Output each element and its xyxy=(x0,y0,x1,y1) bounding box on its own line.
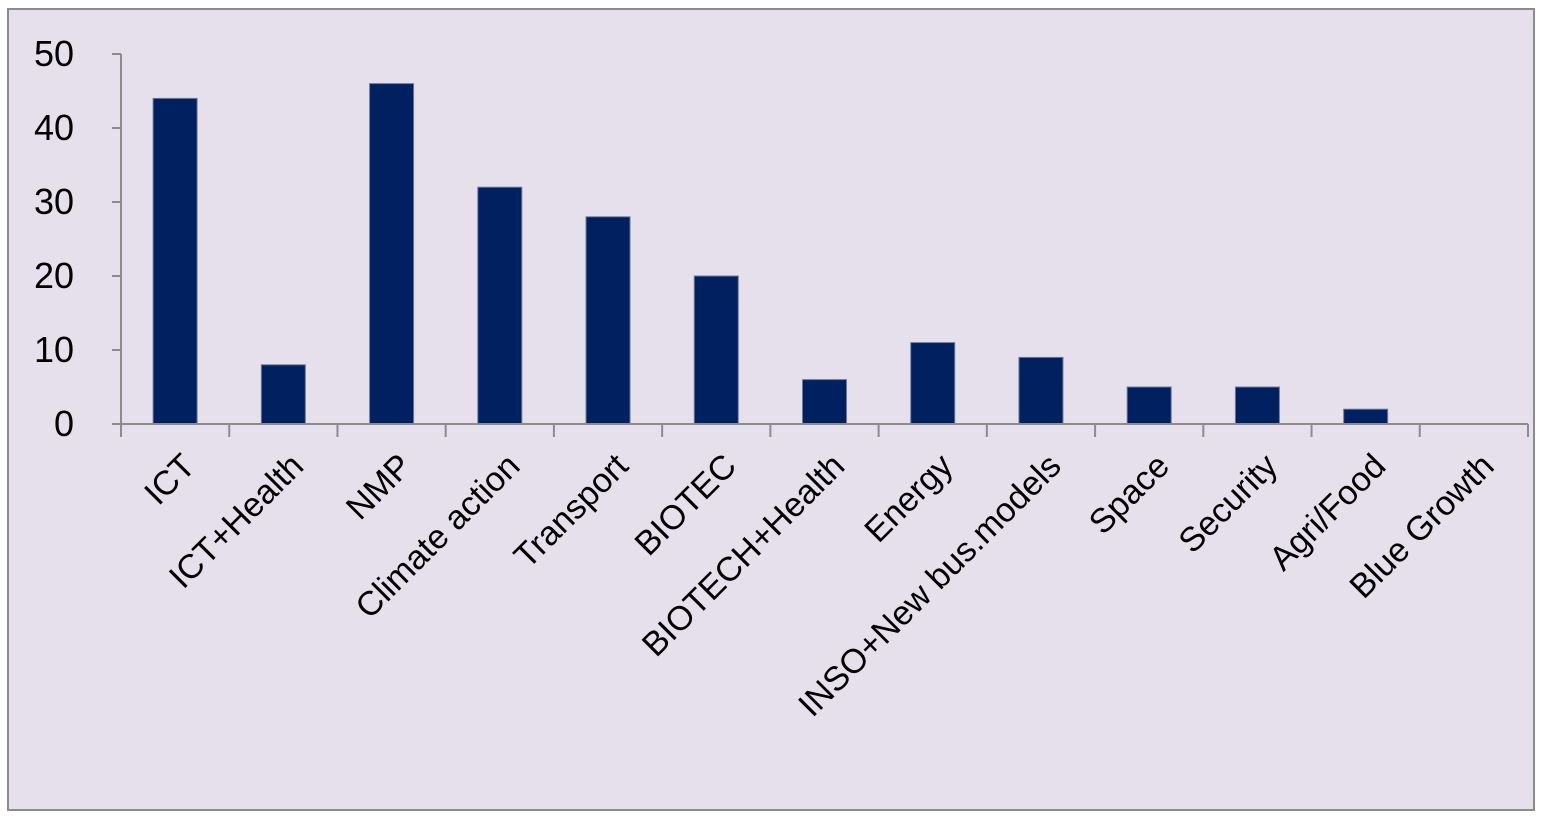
axes-group xyxy=(112,53,1529,437)
y-tick-label: 0 xyxy=(54,403,74,444)
y-tick-labels: 0 10 20 30 40 50 xyxy=(34,33,74,444)
y-tick-label: 10 xyxy=(34,329,74,370)
x-category-label: Transport xyxy=(507,446,636,575)
bar-transport xyxy=(585,216,631,425)
y-tick-label: 20 xyxy=(34,255,74,296)
x-category-label: Energy xyxy=(857,447,960,550)
x-category-label: BIOTECH+Health xyxy=(635,447,852,664)
bar-energy xyxy=(910,342,956,425)
x-category-label: Security xyxy=(1171,447,1285,561)
bar-security xyxy=(1234,386,1280,425)
y-tick-label: 40 xyxy=(34,107,74,148)
bar-biotech-health xyxy=(802,379,847,425)
bar-ict-health xyxy=(260,364,306,425)
bar-biotec xyxy=(693,275,739,425)
x-category-label: NMP xyxy=(339,447,419,527)
bar-climate-action xyxy=(477,186,523,425)
bar-ict xyxy=(152,97,198,425)
x-category-label: Space xyxy=(1082,447,1177,542)
y-tick-label: 50 xyxy=(34,33,74,74)
x-category-label: ICT xyxy=(137,447,203,513)
bar-nmp xyxy=(369,83,415,425)
bar-agri-food xyxy=(1343,408,1389,425)
bar-inso-new-bus-models xyxy=(1018,356,1064,425)
bars-group xyxy=(152,83,1389,425)
bar-space xyxy=(1126,386,1172,425)
y-tick-label: 30 xyxy=(34,181,74,222)
